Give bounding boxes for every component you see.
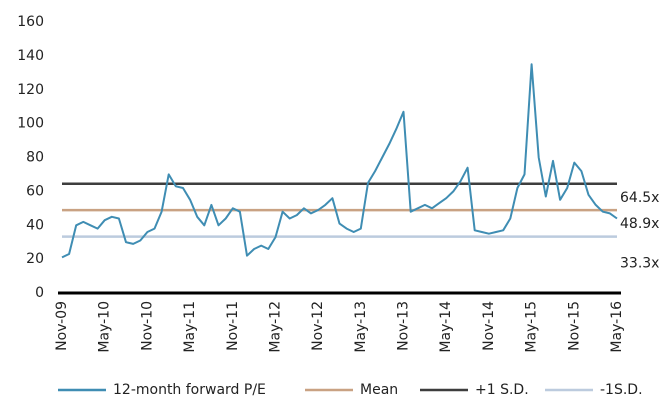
x-tick-label: May-10 — [97, 301, 113, 353]
legend-label: 12-month forward P/E — [113, 382, 266, 398]
legend-label: +1 S.D. — [475, 382, 529, 398]
reference-label: 48.9x — [620, 216, 659, 232]
legend-label: -1S.D. — [600, 382, 643, 398]
reference-label: 64.5x — [620, 190, 659, 206]
y-tick-label: 80 — [26, 150, 44, 166]
x-tick-label: May-14 — [438, 301, 454, 353]
y-tick-label: 40 — [26, 217, 44, 233]
x-tick-label: May-11 — [182, 301, 198, 353]
x-tick-label: May-13 — [353, 301, 369, 353]
reference-label: 33.3x — [620, 256, 659, 272]
y-tick-label: 140 — [17, 48, 44, 64]
x-tick-label: Nov-11 — [225, 301, 241, 351]
legend-label: Mean — [360, 382, 398, 398]
y-tick-label: 20 — [26, 251, 44, 267]
x-tick-label: Nov-15 — [566, 301, 582, 351]
y-tick-label: 100 — [17, 116, 44, 132]
x-tick-label: Nov-09 — [54, 301, 70, 351]
x-tick-label: May-15 — [524, 301, 540, 353]
x-tick-label: Nov-10 — [139, 301, 155, 351]
x-tick-label: May-12 — [267, 301, 283, 353]
x-tick-label: Nov-14 — [481, 301, 497, 351]
x-tick-label: Nov-13 — [396, 301, 412, 351]
y-tick-label: 160 — [17, 14, 44, 30]
y-tick-label: 0 — [35, 285, 44, 301]
y-tick-label: 120 — [17, 82, 44, 98]
x-tick-label: Nov-12 — [310, 301, 326, 351]
x-tick-label: May-16 — [609, 301, 625, 353]
data-line — [61, 63, 618, 259]
y-tick-label: 60 — [26, 183, 44, 199]
